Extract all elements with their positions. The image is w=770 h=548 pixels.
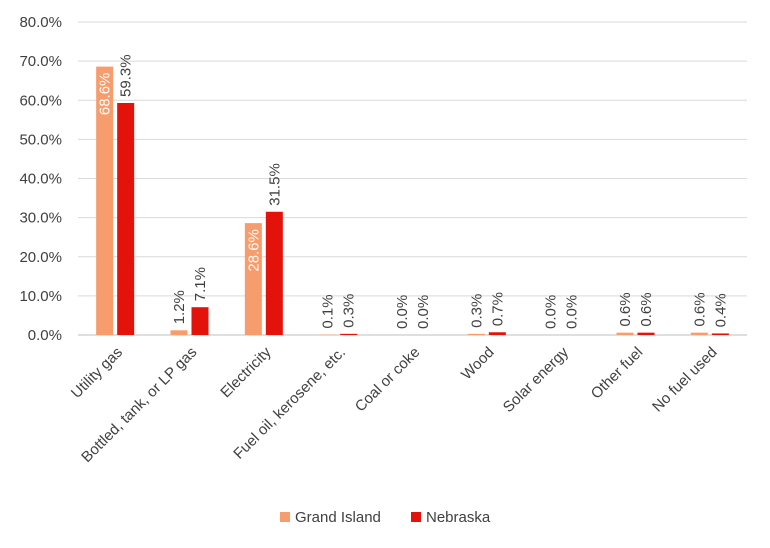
data-label: 31.5% [266,163,283,206]
bar-grand-island [467,333,485,335]
bar-nebraska [637,332,655,335]
gridlines [78,21,747,336]
y-tick-label: 30.0% [19,210,62,227]
y-tick-label: 40.0% [19,171,62,188]
x-tick-label: Wood [458,344,498,384]
x-tick-label: Utility gas [68,344,126,402]
bar-nebraska [191,307,209,335]
legend-swatch-nebraska [411,512,421,522]
bar-grand-island [244,223,262,335]
y-axis-ticks: 0.0% 10.0% 20.0% 30.0% 40.0% 50.0% 60.0% 70.0% 8… [19,14,62,344]
data-label: 0.3% [468,294,485,328]
data-label: 0.0% [543,295,560,329]
legend-label: Nebraska [426,509,491,526]
bar-nebraska [340,333,358,335]
data-label: 0.6% [691,292,708,326]
data-label: 7.1% [192,267,209,301]
x-tick-label: Solar energy [500,343,573,416]
y-tick-label: 60.0% [19,92,62,109]
y-tick-label: 80.0% [19,14,62,31]
bar-grand-island [170,330,188,335]
y-tick-label: 70.0% [19,53,62,70]
bar-grand-island [96,66,114,335]
y-tick-label: 50.0% [19,131,62,148]
data-label: 0.0% [415,295,432,329]
x-tick-label: Other fuel [588,344,647,403]
data-label: 0.7% [489,292,506,326]
x-tick-label: Electricity [217,343,275,401]
data-label: 0.0% [564,295,581,329]
y-tick-label: 0.0% [28,327,62,344]
y-tick-label: 20.0% [19,249,62,266]
bar-nebraska [265,211,283,335]
data-label: 0.0% [394,295,411,329]
x-tick-label: Coal or coke [352,344,424,416]
bar-grand-island [690,332,708,335]
data-label: 0.4% [712,293,729,327]
data-label: 59.3% [118,54,135,97]
data-label: 28.6% [245,229,262,272]
bar-nebraska [488,332,506,335]
bar-nebraska [117,102,135,336]
data-labels: 68.6% 59.3%1.2%7.1%28.6%31.5%0.1% 0.3% 0.0%… [97,54,730,329]
legend-swatch-grand-island [280,512,290,522]
legend-label: Grand Island [295,509,381,526]
x-tick-label: No fuel used [649,344,721,416]
y-tick-label: 10.0% [19,288,62,305]
data-label: 0.6% [617,292,634,326]
bar-grand-island [616,332,634,335]
data-label: 1.2% [171,290,188,324]
data-label: 0.1% [320,294,337,328]
data-label: 0.3% [341,294,358,328]
bar-nebraska [711,333,729,335]
bars [96,66,729,336]
data-label: 0.6% [638,292,655,326]
legend: Grand Island Nebraska [280,509,491,526]
data-label: 68.6% [97,73,114,116]
